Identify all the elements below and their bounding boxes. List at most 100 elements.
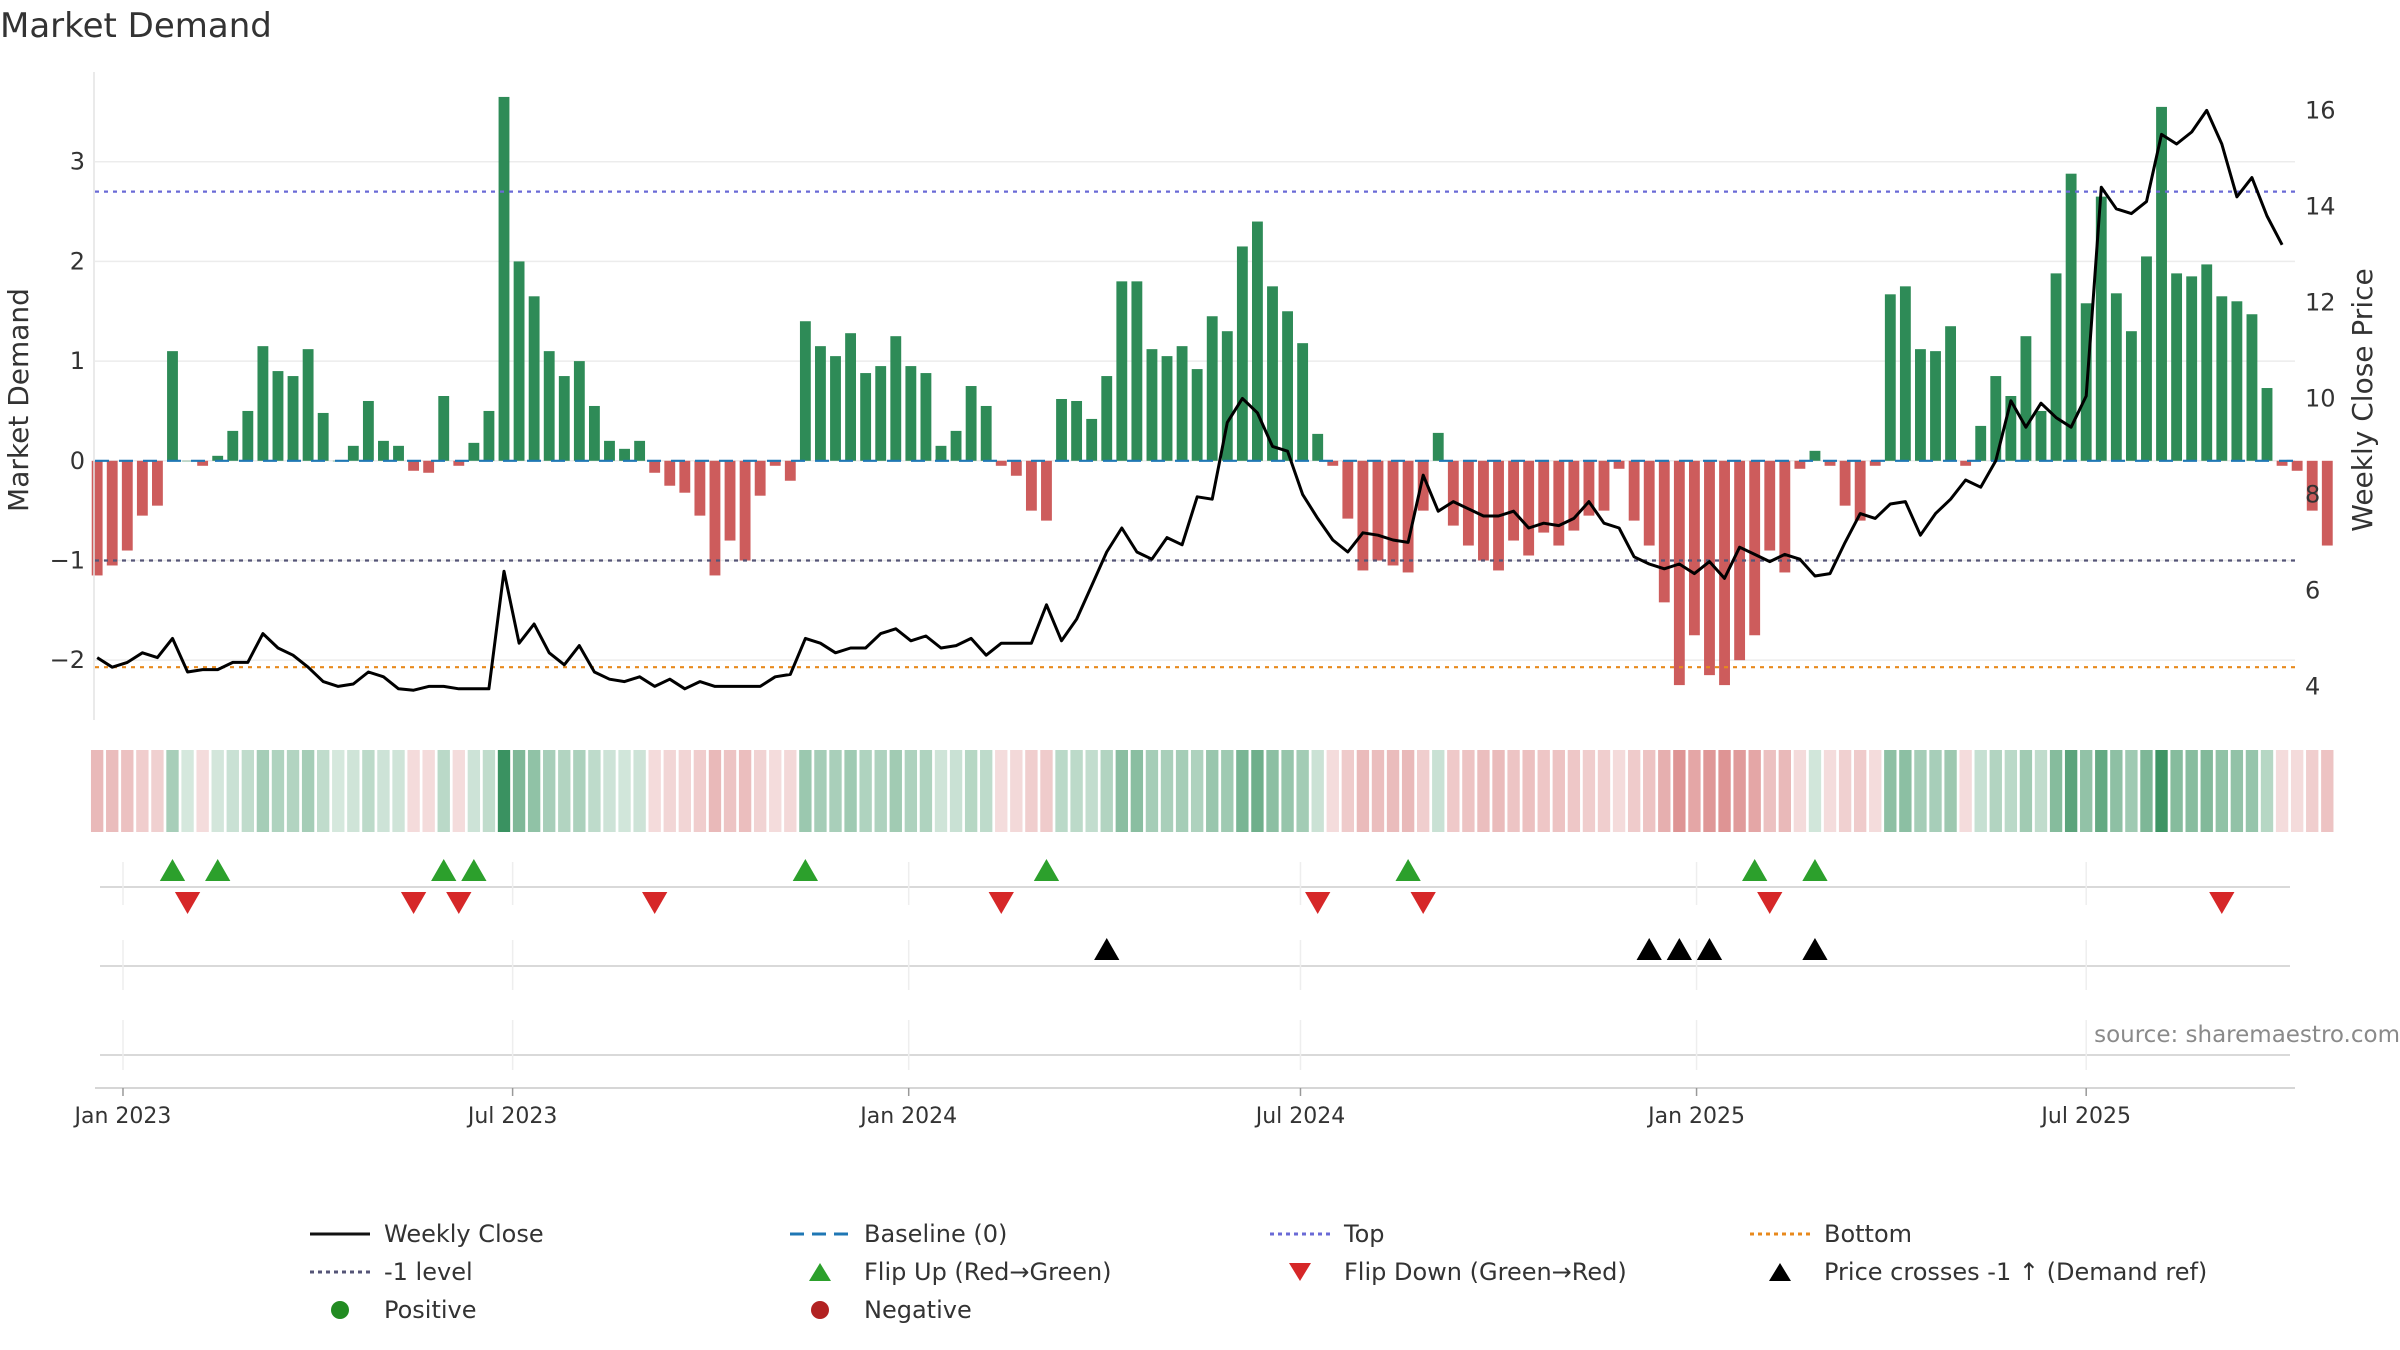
negative-bar: [724, 460, 736, 541]
heat-cell-negative: [1507, 750, 1520, 832]
heat-cell-negative: [1417, 750, 1430, 832]
legend-label: Price crosses -1 ↑ (Demand ref): [1824, 1258, 2208, 1286]
positive-bar: [2065, 173, 2077, 461]
heat-cell-positive: [1130, 750, 1144, 832]
positive-bar: [1252, 221, 1263, 461]
heat-cell-positive: [1899, 750, 1912, 832]
legend-label: Baseline (0): [864, 1220, 1008, 1248]
heat-cell-negative: [1401, 750, 1415, 832]
negative-bar: [1372, 460, 1384, 561]
positive-bar: [528, 296, 540, 461]
heat-cell-positive: [829, 750, 842, 832]
heat-cell-positive: [558, 750, 571, 832]
heat-cell-positive: [1070, 750, 1083, 832]
flip-down-marker: [400, 892, 427, 914]
positive-bar: [242, 410, 254, 461]
heat-cell-positive: [543, 750, 556, 832]
y-tick-label: −1: [50, 546, 85, 574]
heat-cell-negative: [1838, 750, 1852, 832]
flip-down-marker: [174, 892, 201, 914]
price-cross-marker: [1094, 938, 1120, 960]
negative-bar: [739, 460, 751, 561]
positive-bar: [890, 336, 902, 461]
positive-bar: [2156, 106, 2167, 461]
heat-cell-negative: [452, 750, 465, 832]
y-tick-label: 1: [70, 347, 85, 375]
heat-cell-positive: [1115, 750, 1128, 832]
positive-bar: [1432, 432, 1444, 461]
heat-cell-positive: [1266, 750, 1279, 832]
legend-item-bottom: Bottom: [1750, 1215, 1912, 1253]
heat-cell-positive: [2064, 750, 2078, 832]
heat-cell-positive: [588, 750, 601, 832]
heat-cell-positive: [2155, 750, 2168, 832]
dot-line-icon: [310, 1270, 370, 1274]
negative-bar: [1869, 460, 1881, 466]
heat-cell-positive: [2019, 750, 2033, 832]
positive-bar: [2201, 264, 2213, 461]
negative-bar: [1839, 460, 1851, 506]
negative-bar: [1824, 460, 1836, 466]
heat-cell-positive: [1432, 750, 1445, 832]
chart-title: Market Demand: [0, 6, 272, 46]
heat-cell-positive: [2034, 750, 2048, 832]
legend-label: Bottom: [1824, 1220, 1913, 1248]
positive-bar: [378, 440, 389, 461]
heat-cell-positive: [362, 750, 375, 832]
y-tick-label: −2: [50, 646, 85, 674]
flip-up-marker: [792, 859, 819, 881]
heat-cell-positive: [1989, 750, 2002, 832]
positive-bar: [2110, 293, 2122, 461]
positive-bar: [1131, 281, 1143, 461]
positive-bar: [543, 351, 555, 461]
heat-cell-positive: [512, 750, 526, 832]
positive-bar: [1945, 326, 1957, 461]
negative-bar: [1010, 460, 1022, 476]
heat-cell-positive: [2230, 750, 2244, 832]
positive-bar: [980, 405, 992, 461]
weekly-close-line: [96, 108, 2284, 692]
positive-bar: [287, 376, 299, 461]
positive-bar: [483, 410, 495, 461]
y-tick-label: 0: [70, 447, 85, 475]
flip-up-marker: [431, 859, 457, 881]
flip-up-marker: [159, 859, 186, 881]
heat-cell-negative: [136, 750, 149, 832]
negative-bar: [1342, 460, 1354, 519]
heat-cell-negative: [2306, 750, 2319, 832]
heat-cell-negative: [1823, 750, 1837, 832]
heat-cell-negative: [1793, 750, 1807, 832]
positive-bar: [2005, 396, 2017, 461]
heat-cell-positive: [633, 750, 646, 832]
heat-cell-positive: [2215, 750, 2228, 832]
heat-cell-positive: [1281, 750, 1294, 832]
positive-bar: [845, 333, 857, 461]
legend-label: Weekly Close: [384, 1220, 544, 1248]
positive-bar: [1101, 376, 1113, 461]
heat-cell-positive: [241, 750, 255, 832]
heat-cell-negative: [1371, 750, 1385, 832]
positive-bar: [2050, 273, 2062, 461]
legend-label: Top: [1344, 1220, 1385, 1248]
heat-cell-negative: [1567, 750, 1581, 832]
positive-bar: [830, 356, 841, 461]
heat-cell-positive: [1929, 750, 1942, 832]
heat-cell-positive: [271, 750, 285, 832]
positive-bar: [815, 346, 826, 461]
heat-cell-negative: [1703, 750, 1716, 832]
negative-bar: [1719, 460, 1730, 686]
positive-bar: [799, 321, 811, 461]
positive-bar: [1176, 346, 1188, 461]
heat-cell-positive: [2095, 750, 2108, 832]
triangle-up-icon: [809, 1263, 831, 1281]
negative-bar: [1613, 460, 1625, 469]
circle-icon: [331, 1301, 349, 1319]
heat-cell-positive: [1296, 750, 1309, 832]
heat-cell-negative: [196, 750, 209, 832]
negative-bar: [1598, 460, 1610, 511]
x-tick-label: Jan 2025: [1646, 1104, 1745, 1129]
heat-cell-positive: [603, 750, 616, 832]
positive-bar: [1267, 286, 1278, 461]
heat-cell-positive: [799, 750, 812, 832]
